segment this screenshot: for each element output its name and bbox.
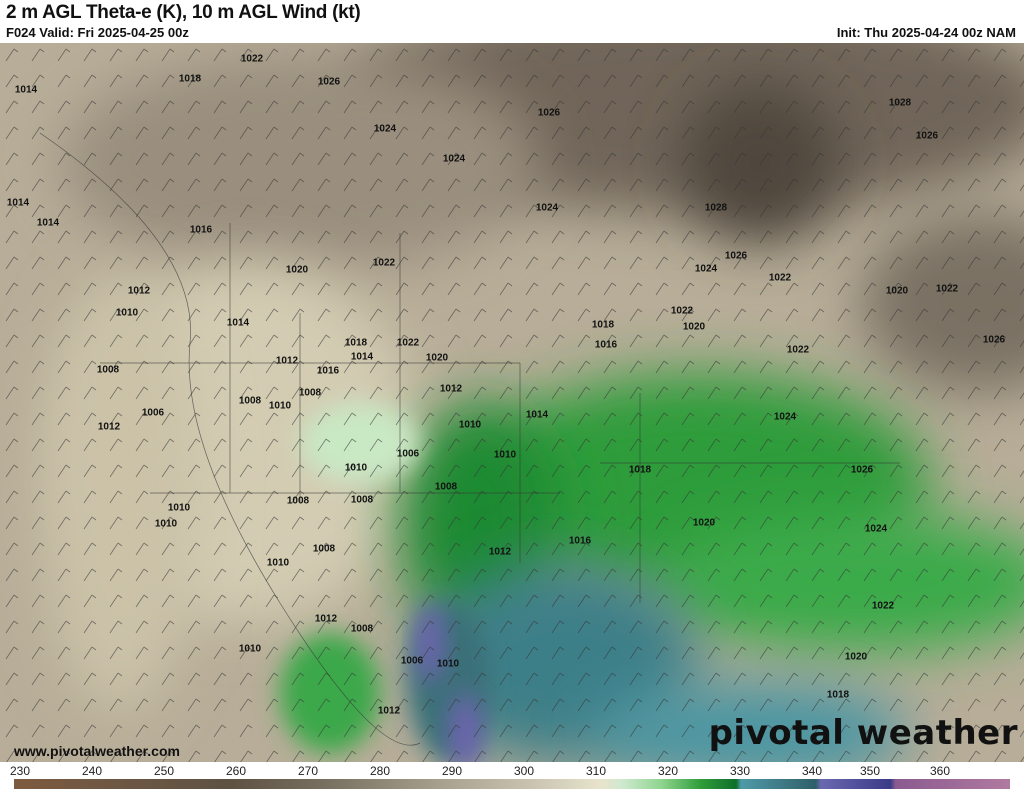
pressure-label: 1016: [189, 224, 213, 236]
colorbar-gradient: [14, 779, 1010, 789]
pressure-label: 1014: [14, 84, 38, 96]
colorbar-tick: 290: [441, 764, 463, 778]
pressure-label: 1006: [141, 407, 165, 419]
pressure-label: 1020: [692, 517, 716, 529]
pressure-label: 1026: [982, 334, 1006, 346]
colorbar-tick: 250: [153, 764, 175, 778]
pressure-label: 1010: [266, 557, 290, 569]
colorbar-tick: 320: [657, 764, 679, 778]
pressure-label: 1024: [535, 202, 559, 214]
pressure-label: 1012: [314, 613, 338, 625]
pressure-label: 1020: [425, 352, 449, 364]
pressure-label: 1018: [178, 73, 202, 85]
pressure-label: 1026: [915, 130, 939, 142]
pressure-label: 1024: [373, 123, 397, 135]
pressure-label: 1022: [871, 600, 895, 612]
pressure-label: 1026: [724, 250, 748, 262]
pressure-label: 1006: [400, 655, 424, 667]
pressure-label: 1012: [488, 546, 512, 558]
colorbar-tick: 350: [859, 764, 881, 778]
colorbar-tick: 330: [729, 764, 751, 778]
pressure-label: 1012: [439, 383, 463, 395]
pressure-label: 1018: [628, 464, 652, 476]
theta-e-field: [0, 43, 1024, 762]
pressure-label: 1014: [226, 317, 250, 329]
colorbar-tick: 270: [297, 764, 319, 778]
pressure-label: 1020: [682, 321, 706, 333]
pressure-label: 1016: [594, 339, 618, 351]
pressure-label: 1014: [525, 409, 549, 421]
pressure-label: 1028: [888, 97, 912, 109]
colorbar-tick: 340: [801, 764, 823, 778]
pressure-label: 1022: [935, 283, 959, 295]
pressure-label: 1010: [458, 419, 482, 431]
pressure-label: 1026: [317, 76, 341, 88]
colorbar-tick: 230: [9, 764, 31, 778]
pressure-label: 1008: [238, 395, 262, 407]
pressure-label: 1010: [154, 518, 178, 530]
colorbar: 230 240 250 260 270 280 290 300 310 320 …: [0, 762, 1024, 791]
pressure-label: 1010: [493, 449, 517, 461]
source-url: www.pivotalweather.com: [14, 743, 180, 759]
valid-time: F024 Valid: Fri 2025-04-25 00z: [6, 25, 189, 40]
pressure-label: 1010: [268, 400, 292, 412]
pressure-label: 1008: [298, 387, 322, 399]
pressure-label: 1020: [844, 651, 868, 663]
pressure-label: 1022: [372, 257, 396, 269]
pressure-label: 1014: [6, 197, 30, 209]
pressure-label: 1010: [238, 643, 262, 655]
colorbar-tick: 280: [369, 764, 391, 778]
pressure-label: 1024: [773, 411, 797, 423]
pressure-label: 1022: [396, 337, 420, 349]
colorbar-tick: 300: [513, 764, 535, 778]
colorbar-tick: 240: [81, 764, 103, 778]
pressure-label: 1010: [344, 462, 368, 474]
pressure-label: 1010: [115, 307, 139, 319]
pressure-label: 1012: [377, 705, 401, 717]
init-time: Init: Thu 2025-04-24 00z NAM: [836, 25, 1016, 40]
colorbar-tick: 260: [225, 764, 247, 778]
pressure-label: 1014: [36, 217, 60, 229]
pressure-label: 1022: [786, 344, 810, 356]
pressure-label: 1024: [694, 263, 718, 275]
pressure-label: 1020: [285, 264, 309, 276]
pressure-label: 1008: [350, 623, 374, 635]
pressure-label: 1008: [434, 481, 458, 493]
pressure-label: 1014: [350, 351, 374, 363]
pressure-label: 1018: [826, 689, 850, 701]
pressure-label: 1022: [670, 305, 694, 317]
pressure-label: 1016: [316, 365, 340, 377]
pressure-label: 1020: [885, 285, 909, 297]
colorbar-tick: 360: [929, 764, 951, 778]
map-title: 2 m AGL Theta-e (K), 10 m AGL Wind (kt): [6, 2, 361, 23]
pressure-label: 1016: [568, 535, 592, 547]
pressure-label: 1012: [97, 421, 121, 433]
pressure-label: 1010: [167, 502, 191, 514]
pressure-label: 1006: [396, 448, 420, 460]
colorbar-tick: 310: [585, 764, 607, 778]
pressure-label: 1012: [275, 355, 299, 367]
pressure-label: 1028: [704, 202, 728, 214]
pressure-label: 1022: [240, 53, 264, 65]
pressure-label: 1024: [864, 523, 888, 535]
pressure-label: 1012: [127, 285, 151, 297]
pressure-label: 1018: [344, 337, 368, 349]
pressure-label: 1018: [591, 319, 615, 331]
pressure-label: 1008: [350, 494, 374, 506]
pressure-label: 1010: [436, 658, 460, 670]
pressure-label: 1024: [442, 153, 466, 165]
pressure-label: 1008: [312, 543, 336, 555]
pressure-label: 1026: [537, 107, 561, 119]
pressure-label: 1026: [850, 464, 874, 476]
pressure-label: 1008: [96, 364, 120, 376]
weather-map[interactable]: 1018 1014 1022 1026 1024 1026 1028 1026 …: [0, 43, 1024, 762]
pressure-label: 1008: [286, 495, 310, 507]
pivotal-weather-logo: pivotal weather: [708, 713, 1018, 753]
state-borders: [39, 132, 900, 746]
pressure-label: 1022: [768, 272, 792, 284]
